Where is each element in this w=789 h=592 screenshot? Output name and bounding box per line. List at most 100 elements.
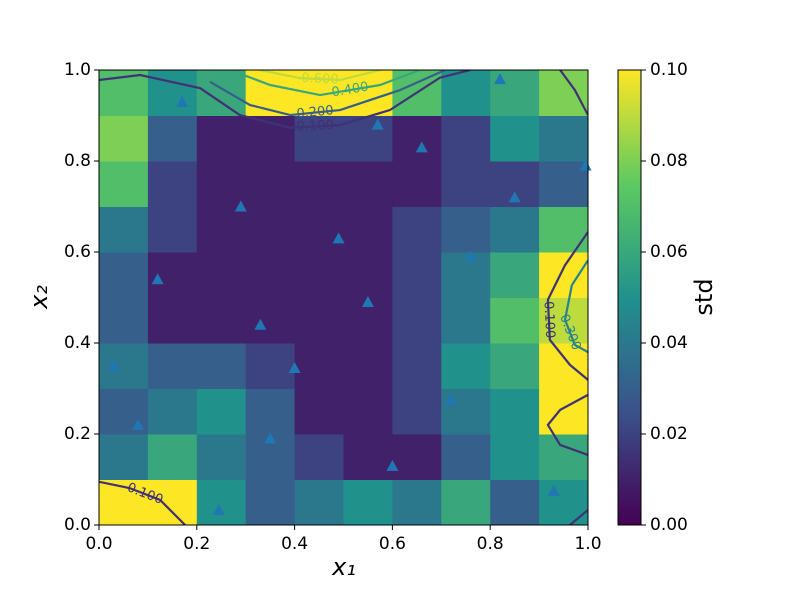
sample-point — [371, 118, 384, 130]
heat-cell — [441, 70, 491, 116]
heat-cell — [441, 252, 491, 298]
x-tick-label: 0.0 — [85, 534, 112, 554]
heat-cell — [245, 343, 296, 389]
heat-cell — [99, 206, 149, 253]
colorbar-label: std — [690, 278, 718, 315]
heat-cell — [343, 252, 393, 298]
heat-cell — [294, 479, 344, 525]
heat-cell — [147, 161, 198, 207]
heat-cell — [441, 206, 491, 253]
sample-point — [254, 318, 267, 330]
sample-point — [361, 296, 374, 308]
heat-cell — [245, 70, 296, 116]
heat-cell — [490, 70, 540, 116]
contour-label: 0.400 — [331, 80, 370, 101]
contour-line — [559, 70, 588, 116]
heat-cell — [343, 161, 393, 207]
x-tick-label: 0.2 — [183, 534, 210, 554]
heat-cell — [294, 388, 344, 435]
heat-cell — [245, 161, 296, 207]
heat-cell — [147, 206, 198, 253]
colorbar-tick-label: 0.10 — [650, 60, 688, 80]
y-tick-label: 0.4 — [64, 333, 91, 353]
sample-point — [234, 200, 247, 212]
heat-cell — [196, 252, 247, 298]
heat-cell — [196, 115, 247, 162]
sample-point — [264, 432, 277, 444]
heat-cell — [539, 161, 588, 207]
heat-cell — [196, 206, 247, 253]
heat-cell — [196, 479, 247, 525]
contour-line — [569, 509, 588, 525]
y-tick-label: 0.0 — [64, 515, 91, 535]
heat-cell — [294, 297, 344, 344]
heat-cell — [539, 434, 588, 480]
heat-cell — [392, 343, 442, 389]
heat-cell — [441, 388, 491, 435]
sample-point — [107, 359, 120, 371]
heat-cell — [294, 434, 344, 480]
sample-point — [288, 362, 301, 374]
heat-cell — [539, 388, 588, 435]
heat-cell — [392, 434, 442, 480]
heat-cell — [343, 343, 393, 389]
heat-cell — [392, 206, 442, 253]
heat-cell — [294, 343, 344, 389]
heat-cell — [147, 70, 198, 116]
heat-cell — [539, 343, 588, 389]
heat-cell — [196, 297, 247, 344]
heat-cell — [294, 206, 344, 253]
sample-point — [212, 503, 225, 515]
heat-cell — [539, 479, 588, 525]
heat-cell — [294, 252, 344, 298]
x-tick-label: 0.6 — [379, 534, 406, 554]
contour-label: 0.200 — [296, 103, 335, 122]
heat-cell — [343, 434, 393, 480]
contour-line — [229, 70, 421, 97]
heat-cell — [392, 479, 442, 525]
x-axis-label: x₁ — [331, 553, 356, 581]
heat-cell — [392, 388, 442, 435]
heat-cell — [392, 115, 442, 162]
sample-point — [464, 250, 477, 262]
sample-point — [508, 191, 521, 203]
heat-cell — [147, 252, 198, 298]
heat-cell — [441, 161, 491, 207]
heat-cell — [245, 479, 296, 525]
heat-cell — [99, 252, 149, 298]
sample-point — [176, 95, 189, 107]
contour-line — [99, 70, 471, 129]
x-tick-label: 1.0 — [574, 534, 601, 554]
heat-cell — [147, 297, 198, 344]
contour-line — [99, 480, 186, 525]
x-tick-label: 0.8 — [477, 534, 504, 554]
contour-line — [209, 70, 446, 117]
heat-cell — [99, 434, 149, 480]
heat-cell — [147, 479, 198, 525]
heat-cell — [99, 161, 149, 207]
heat-cell — [147, 388, 198, 435]
heat-cell — [392, 252, 442, 298]
colorbar-tick-label: 0.06 — [650, 242, 688, 262]
sample-point — [132, 418, 145, 430]
contour-line — [546, 231, 588, 381]
colorbar-tick-label: 0.08 — [650, 151, 688, 171]
heat-cell — [99, 297, 149, 344]
heat-cell — [539, 252, 588, 298]
heat-cell — [441, 343, 491, 389]
sample-point — [579, 159, 592, 171]
heat-cell — [490, 297, 540, 344]
heat-cell — [196, 161, 247, 207]
y-tick-label: 0.6 — [64, 242, 91, 262]
heat-cell — [99, 343, 149, 389]
sample-point — [547, 484, 560, 496]
heat-cell — [392, 161, 442, 207]
contour-label: 0.100 — [296, 118, 334, 135]
heat-cell — [245, 206, 296, 253]
heat-cell — [441, 115, 491, 162]
heat-cell — [196, 388, 247, 435]
y-axis-label: x₂ — [25, 285, 53, 310]
heatmap — [99, 70, 588, 525]
y-tick-label: 1.0 — [64, 60, 91, 80]
